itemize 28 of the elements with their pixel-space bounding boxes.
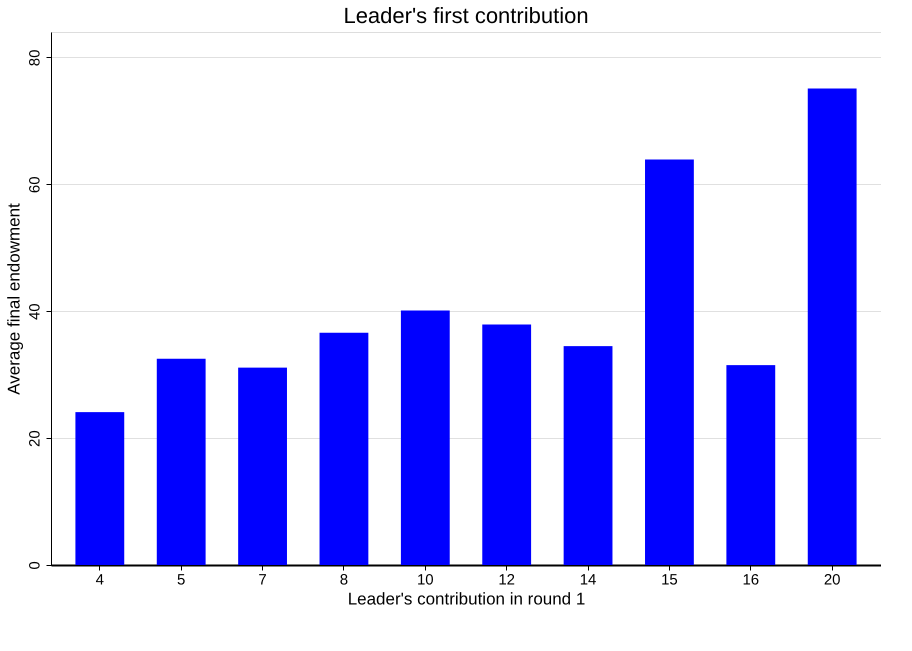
x-axis-title: Leader's contribution in round 1	[348, 590, 586, 608]
bar	[75, 412, 124, 565]
x-tick-label: 7	[258, 572, 267, 588]
x-tick-label: 4	[96, 572, 104, 588]
x-tick-label: 5	[177, 572, 186, 588]
y-tick-label: 0	[26, 561, 44, 570]
bar	[726, 365, 776, 565]
y-axis-title: Average final endowment	[4, 202, 24, 395]
chart-title: Leader's first contribution	[343, 3, 589, 28]
bar	[238, 368, 287, 565]
bar	[645, 160, 694, 565]
y-tick-label: 20	[26, 430, 44, 447]
y-tick-label: 80	[26, 50, 44, 66]
x-tick-label: 10	[416, 572, 434, 588]
y-tick-label: 40	[26, 303, 44, 320]
x-tick-label: 20	[824, 572, 841, 588]
x-tick-label: 12	[498, 572, 516, 588]
x-tick-label: 15	[661, 572, 678, 588]
bar	[564, 346, 612, 565]
bar	[320, 332, 368, 565]
bar	[808, 88, 857, 565]
bar	[156, 358, 206, 565]
y-tick-label: 60	[26, 176, 44, 194]
x-tick-label: 14	[580, 572, 596, 588]
x-tick-label: 8	[340, 572, 348, 588]
x-tick-label: 16	[742, 572, 760, 588]
bar	[400, 310, 450, 565]
bar	[482, 324, 532, 565]
